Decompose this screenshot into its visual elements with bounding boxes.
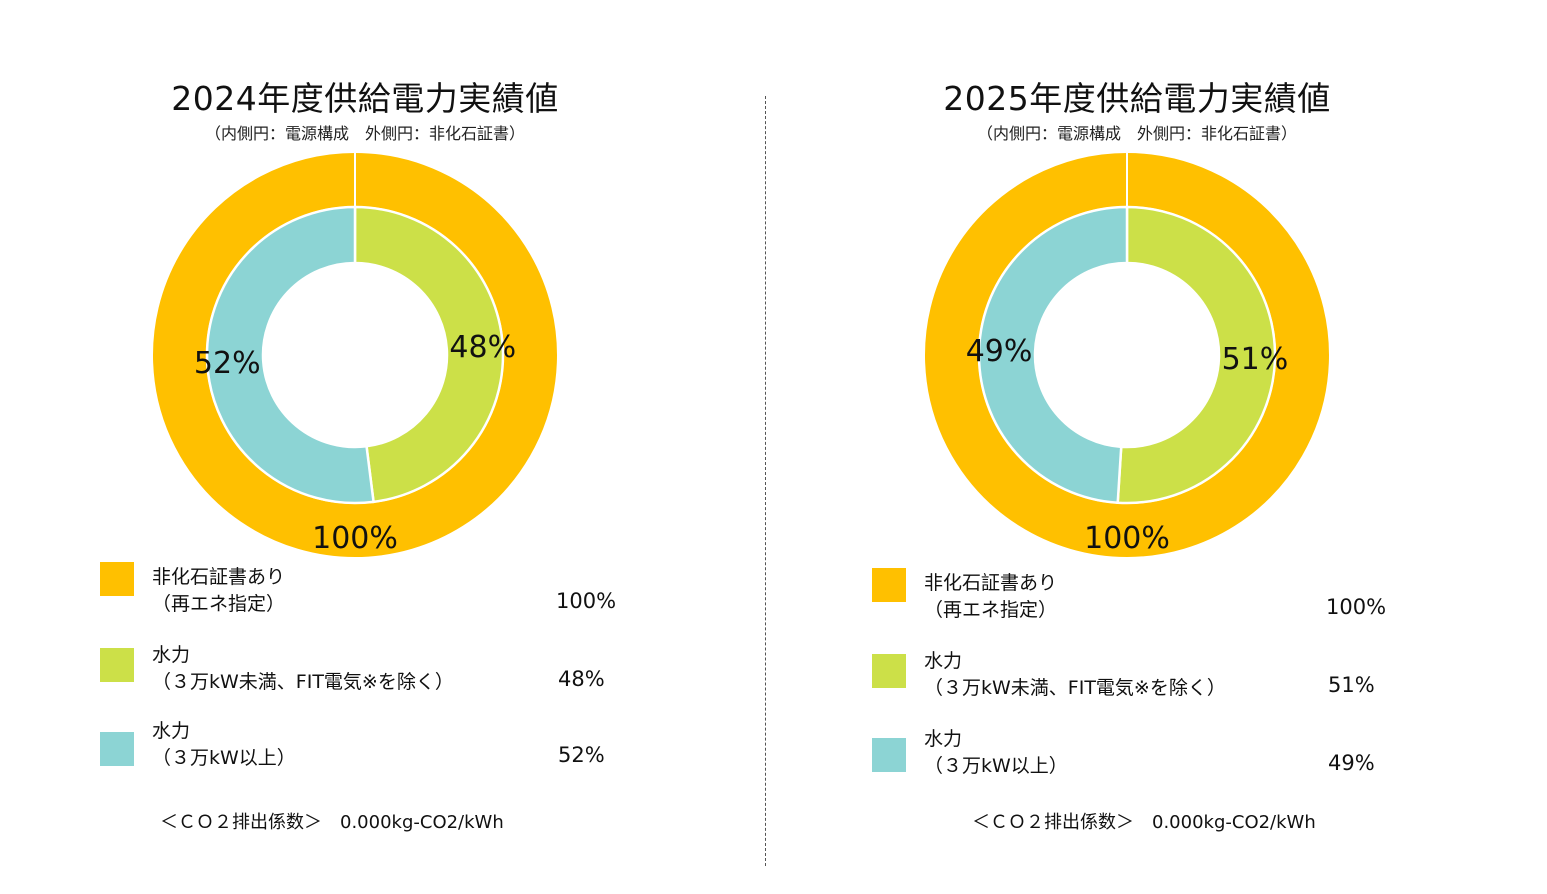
legend-swatch — [100, 648, 134, 682]
legend-sublabel: （３万kW未満、FIT電気※を除く） — [152, 671, 454, 693]
legend-label: 水力 — [924, 728, 963, 750]
legend-swatch — [872, 568, 906, 602]
legend-value: 51% — [1328, 673, 1375, 697]
legend-sublabel: （再エネ指定） — [924, 599, 1058, 621]
panel-divider — [765, 96, 766, 866]
co2-emission-factor: ＜ＣＯ２排出係数＞ 0.000kg-CO2/kWh — [160, 808, 504, 834]
legend-value: 52% — [558, 743, 605, 767]
legend-swatch — [100, 562, 134, 596]
inner-ring-slice — [1116, 205, 1277, 505]
chart-subtitle: （内側円：電源構成 外側円：非化石証書） — [204, 124, 525, 143]
inner-ring-slice — [977, 205, 1129, 505]
legend-item-non-fossil: 非化石証書あり （再エネ指定） 100% — [100, 562, 660, 632]
legend-item-hydro-large: 水力 （３万kW以上） 49% — [872, 724, 1432, 794]
legend-label: 非化石証書あり — [152, 566, 286, 588]
chart-subtitle: （内側円：電源構成 外側円：非化石証書） — [976, 124, 1297, 143]
legend-value: 48% — [558, 667, 605, 691]
outer-slice-label: 100% — [312, 521, 398, 556]
chart-panel-2025: 2025年度供給電力実績値 （内側円：電源構成 外側円：非化石証書） 51% 49… — [772, 0, 1542, 894]
legend-item-hydro-small: 水力 （３万kW未満、FIT電気※を除く） 48% — [100, 640, 660, 710]
legend-sublabel: （３万kW以上） — [152, 747, 296, 769]
legend-label: 水力 — [924, 650, 963, 672]
legend-swatch — [100, 732, 134, 766]
legend-value: 100% — [1326, 595, 1387, 619]
legend-swatch — [872, 738, 906, 772]
inner-slice-label: 48% — [449, 330, 516, 365]
legend-label: 水力 — [152, 720, 191, 742]
legend-item-non-fossil: 非化石証書あり （再エネ指定） 100% — [872, 568, 1432, 638]
inner-slice-label: 49% — [966, 334, 1033, 369]
legend-sublabel: （３万kW未満、FIT電気※を除く） — [924, 677, 1226, 699]
legend-value: 100% — [556, 589, 617, 613]
legend-sublabel: （再エネ指定） — [152, 593, 286, 615]
outer-slice-label: 100% — [1084, 521, 1170, 556]
co2-emission-factor: ＜ＣＯ２排出係数＞ 0.000kg-CO2/kWh — [972, 808, 1316, 834]
chart-title: 2025年度供給電力実績値 — [943, 79, 1331, 118]
legend-item-hydro-small: 水力 （３万kW未満、FIT電気※を除く） 51% — [872, 646, 1432, 716]
chart-panel-2024: 2024年度供給電力実績値 （内側円：電源構成 外側円：非化石証書） 48% 52… — [0, 0, 770, 894]
legend-sublabel: （３万kW以上） — [924, 755, 1068, 777]
donut-chart: 48% 52% 100% — [150, 151, 559, 559]
legend-value: 49% — [1328, 751, 1375, 775]
legend-item-hydro-large: 水力 （３万kW以上） 52% — [100, 716, 660, 786]
legend-label: 水力 — [152, 644, 191, 666]
inner-slice-label: 51% — [1222, 342, 1289, 377]
legend-swatch — [872, 654, 906, 688]
co2-label: ＜ＣＯ２排出係数＞ 0.000kg-CO2/kWh — [972, 812, 1316, 833]
donut-chart: 51% 49% 100% — [922, 151, 1331, 559]
inner-ring-slice — [205, 205, 375, 505]
co2-label: ＜ＣＯ２排出係数＞ 0.000kg-CO2/kWh — [160, 812, 504, 833]
legend-label: 非化石証書あり — [924, 572, 1058, 594]
chart-title: 2024年度供給電力実績値 — [171, 79, 559, 118]
inner-slice-label: 52% — [194, 346, 261, 381]
inner-ring-slice — [353, 205, 505, 504]
